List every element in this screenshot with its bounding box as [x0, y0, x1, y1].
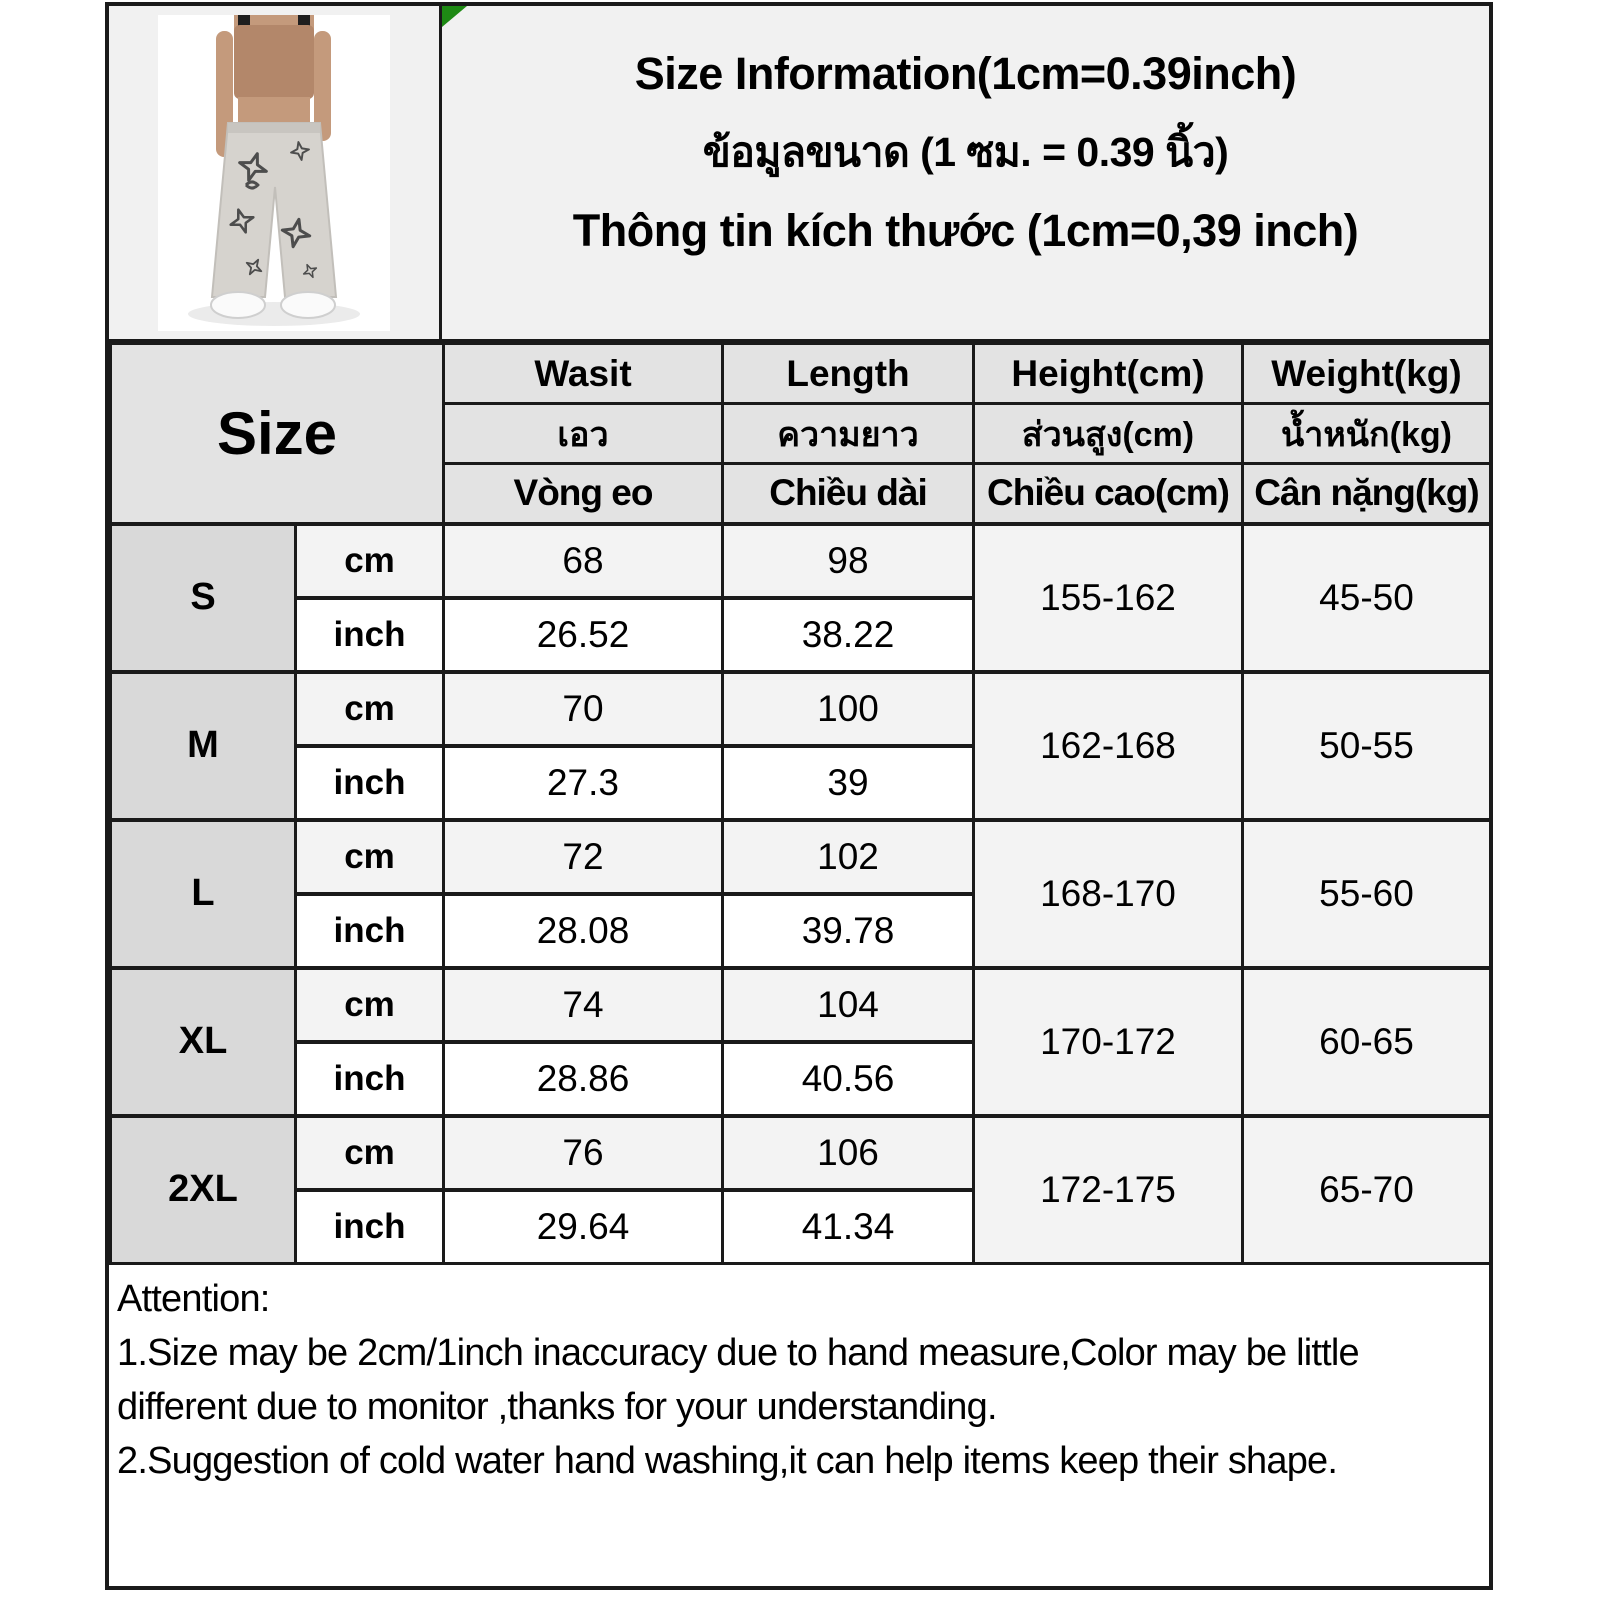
table-row-l-inch: inch 28.08 39.78 [111, 891, 1491, 969]
size-label-m: M [109, 669, 297, 821]
length-cm-2xl: 106 [721, 1113, 975, 1191]
col-header-height-vi: Chiều cao(cm) [972, 462, 1244, 526]
waist-cm-2xl: 76 [442, 1113, 724, 1191]
table-row-2xl-cm: 2XL cm 76 106 172-175 65-70 [109, 1113, 1492, 1265]
col-header-waist-en: Wasit [442, 342, 724, 405]
length-inch-l: 39.78 [721, 891, 975, 969]
col-header-length-en: Length [721, 342, 975, 405]
table-row-s-inch: inch 26.52 38.22 [111, 595, 1491, 673]
unit-cell: inch [294, 743, 445, 821]
waist-inch-m: 27.3 [442, 743, 724, 821]
waist-inch-2xl: 29.64 [442, 1187, 724, 1265]
table-row-xl-cm: XL cm 74 104 170-172 60-65 [109, 965, 1492, 1117]
height-2xl: 172-175 [972, 1113, 1244, 1265]
product-photo-cell [109, 6, 442, 339]
length-inch-xl: 40.56 [721, 1039, 975, 1117]
length-inch-s: 38.22 [721, 595, 975, 673]
length-cm-s: 98 [721, 521, 975, 599]
length-cm-m: 100 [721, 669, 975, 747]
unit-cell: cm [294, 817, 445, 895]
size-label-2xl: 2XL [109, 1113, 297, 1265]
attention-heading: Attention: [117, 1278, 270, 1320]
waist-cm-l: 72 [442, 817, 724, 895]
unit-cell: inch [294, 1187, 445, 1265]
col-header-height-th: ส่วนสูง(cm) [972, 402, 1244, 465]
top-section: Size Information(1cm=0.39inch) ข้อมูลขนา… [109, 6, 1489, 342]
col-header-height-en: Height(cm) [972, 342, 1244, 405]
unit-cell: cm [294, 965, 445, 1043]
size-table: Size Wasit Length Height(cm) Weight(kg) … [109, 342, 1492, 1265]
header-row-english: Size Wasit Length Height(cm) Weight(kg) [109, 342, 1492, 525]
header-row-vietnamese: Vòng eo Chiều dài Chiều cao(cm) Cân nặng… [111, 462, 1492, 526]
unit-cell: cm [294, 1113, 445, 1191]
col-header-length-th: ความยาว [721, 402, 975, 465]
length-cm-xl: 104 [721, 965, 975, 1043]
title-english: Size Information(1cm=0.39inch) [634, 48, 1297, 99]
height-s: 155-162 [972, 521, 1244, 673]
attention-section: Attention: 1.Size may be 2cm/1inch inacc… [109, 1265, 1489, 1489]
size-chart-sheet: Size Information(1cm=0.39inch) ข้อมูลขนา… [105, 2, 1493, 1590]
table-row-s-cm: S cm 68 98 155-162 45-50 [109, 521, 1492, 673]
title-thai: ข้อมูลขนาด (1 ซม. = 0.39 นิ้ว) [702, 129, 1229, 175]
table-row-m-inch: inch 27.3 39 [111, 743, 1491, 821]
size-label-s: S [109, 521, 297, 673]
length-inch-m: 39 [721, 743, 975, 821]
weight-s: 45-50 [1241, 521, 1492, 673]
col-header-weight-vi: Cân nặng(kg) [1241, 462, 1492, 526]
size-label-l: L [109, 817, 297, 969]
col-header-length-vi: Chiều dài [721, 462, 975, 526]
col-header-waist-vi: Vòng eo [442, 462, 724, 526]
waist-cm-s: 68 [442, 521, 724, 599]
weight-l: 55-60 [1241, 817, 1492, 969]
table-row-2xl-inch: inch 29.64 41.34 [111, 1187, 1491, 1265]
waist-inch-l: 28.08 [442, 891, 724, 969]
attention-note-1: 1.Size may be 2cm/1inch inaccuracy due t… [117, 1331, 1360, 1428]
waist-inch-xl: 28.86 [442, 1039, 724, 1117]
product-photo [158, 14, 390, 331]
model-wearing-star-print-pants-illustration [158, 14, 390, 331]
title-block: Size Information(1cm=0.39inch) ข้อมูลขนา… [442, 6, 1489, 339]
height-l: 168-170 [972, 817, 1244, 969]
unit-cell: inch [294, 891, 445, 969]
height-xl: 170-172 [972, 965, 1244, 1117]
unit-cell: inch [294, 1039, 445, 1117]
table-row-xl-inch: inch 28.86 40.56 [111, 1039, 1491, 1117]
height-m: 162-168 [972, 669, 1244, 821]
unit-cell: inch [294, 595, 445, 673]
header-row-thai: เอว ความยาว ส่วนสูง(cm) น้ำหนัก(kg) [111, 402, 1492, 465]
weight-2xl: 65-70 [1241, 1113, 1492, 1265]
table-row-l-cm: L cm 72 102 168-170 55-60 [109, 817, 1492, 969]
waist-cm-m: 70 [442, 669, 724, 747]
weight-m: 50-55 [1241, 669, 1492, 821]
length-inch-2xl: 41.34 [721, 1187, 975, 1265]
size-label-xl: XL [109, 965, 297, 1117]
waist-inch-s: 26.52 [442, 595, 724, 673]
col-header-weight-en: Weight(kg) [1241, 342, 1492, 405]
unit-cell: cm [294, 521, 445, 599]
size-corner-label: Size [109, 342, 445, 525]
length-cm-l: 102 [721, 817, 975, 895]
col-header-weight-th: น้ำหนัก(kg) [1241, 402, 1492, 465]
weight-xl: 60-65 [1241, 965, 1492, 1117]
col-header-waist-th: เอว [442, 402, 724, 465]
attention-note-2: 2.Suggestion of cold water hand washing,… [117, 1439, 1338, 1482]
unit-cell: cm [294, 669, 445, 747]
table-row-m-cm: M cm 70 100 162-168 50-55 [109, 669, 1492, 821]
waist-cm-xl: 74 [442, 965, 724, 1043]
title-vietnamese: Thông tin kích thước (1cm=0,39 inch) [572, 205, 1359, 256]
